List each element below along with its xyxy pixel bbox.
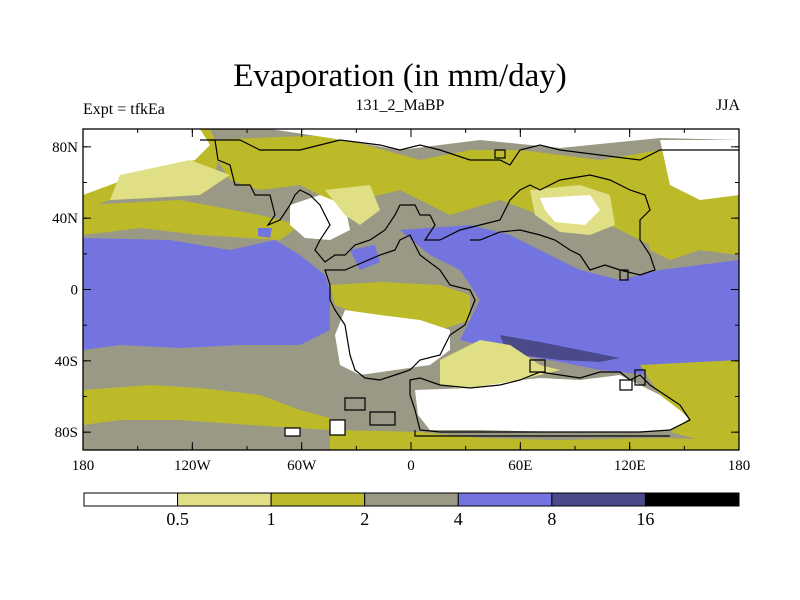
- field-olive-pacific-west: [640, 195, 739, 260]
- coastline-islands-3: [529, 359, 546, 373]
- lon-tick-label: 60E: [508, 458, 532, 474]
- field-olive-south-east: [640, 360, 739, 445]
- colorbar-level-label: 0.5: [166, 509, 189, 529]
- field-white-south-america: [335, 310, 450, 375]
- colorbar-level-label: 1: [267, 509, 276, 529]
- coastlines: [200, 139, 739, 437]
- field-white-antarctica: [415, 375, 690, 432]
- lat-tick-label: 40N: [52, 211, 78, 227]
- axis-ticks: [82, 129, 740, 450]
- lat-tick-label: 40S: [55, 354, 78, 370]
- colorbar-swatch: [457, 492, 553, 507]
- field-darkblue-indian: [500, 335, 620, 362]
- coastline-eurasia: [439, 174, 656, 276]
- field-white-asia: [540, 195, 600, 225]
- field-blue-west-small: [258, 228, 272, 238]
- lon-tick-label: 120W: [174, 458, 212, 474]
- lon-tick-label: 0: [407, 458, 415, 474]
- field-olive-south-ocean: [83, 385, 330, 430]
- field-white-top-band: [270, 129, 739, 150]
- field-olive-south-america-top: [330, 282, 470, 330]
- coastline-islands-9: [369, 411, 396, 426]
- field-white-south-left-2: [330, 420, 345, 435]
- field-white-arctic-east: [660, 140, 739, 200]
- colorbar-swatch: [83, 492, 179, 507]
- colorbar-swatch: [644, 492, 740, 507]
- colorbar-swatch: [177, 492, 272, 507]
- field-blue-atlantic-small: [350, 245, 380, 270]
- field-paleyellow-africa-south: [440, 340, 560, 390]
- coastline-south-america: [324, 234, 476, 381]
- chart-title: Evaporation (in mm/day): [233, 58, 567, 94]
- field-white-north-america: [290, 195, 350, 240]
- coastline-islands-4: [619, 379, 633, 391]
- coastline-arctic-top: [210, 139, 739, 166]
- colorbar-swatch: [551, 492, 646, 507]
- season-label: JJA: [715, 97, 740, 114]
- experiment-label: Expt = tfkEa: [83, 101, 165, 118]
- coastline-islands-7: [329, 419, 346, 436]
- colorbar-level-label: 8: [547, 509, 556, 529]
- coastline-islands-5: [634, 369, 646, 386]
- colorbar-swatch: [270, 492, 366, 507]
- field-blue-indian: [400, 225, 739, 375]
- time-label: 131_2_MaBP: [355, 97, 445, 114]
- colorbar-swatch: [364, 492, 459, 507]
- colorbar-level-label: 16: [636, 509, 654, 529]
- coastline-islands-2: [619, 269, 629, 281]
- lat-tick-label: 80S: [55, 425, 78, 441]
- lon-tick-label: 180: [72, 458, 95, 474]
- field-paleyellow-north-america: [325, 185, 380, 225]
- coastline-antarctic-rim: [414, 430, 670, 437]
- lat-tick-label: 80N: [52, 140, 78, 156]
- coastline-islands-6: [284, 427, 301, 437]
- field-blue-tropics: [83, 238, 330, 350]
- colorbar-labels: 0.5 1 2 4 8 16: [166, 509, 654, 529]
- colorbar-level-label: 2: [360, 509, 369, 529]
- coastline-north-america: [200, 139, 440, 263]
- field-white-arctic-west: [83, 129, 210, 195]
- lon-tick-label: 60W: [287, 458, 317, 474]
- field-white-south-left: [285, 428, 300, 436]
- coastline-islands-1: [494, 149, 506, 159]
- lat-tick-label: 0: [71, 283, 79, 299]
- field-olive-north-band: [83, 200, 300, 240]
- lon-tick-label: 120E: [614, 458, 646, 474]
- axis-tick-labels: 180 120W 60W 0 60E 120E 180 80N 40N 0 40S 80S: [52, 140, 750, 474]
- field-olive-antarctic-rim: [330, 430, 739, 450]
- lon-tick-label: 180: [728, 458, 751, 474]
- colorbar-level-label: 4: [454, 509, 463, 529]
- field-paleyellow-north-west: [110, 160, 230, 200]
- coastline-islands-8: [344, 397, 366, 411]
- colorbar: [83, 492, 740, 507]
- evaporation-field: [83, 129, 739, 450]
